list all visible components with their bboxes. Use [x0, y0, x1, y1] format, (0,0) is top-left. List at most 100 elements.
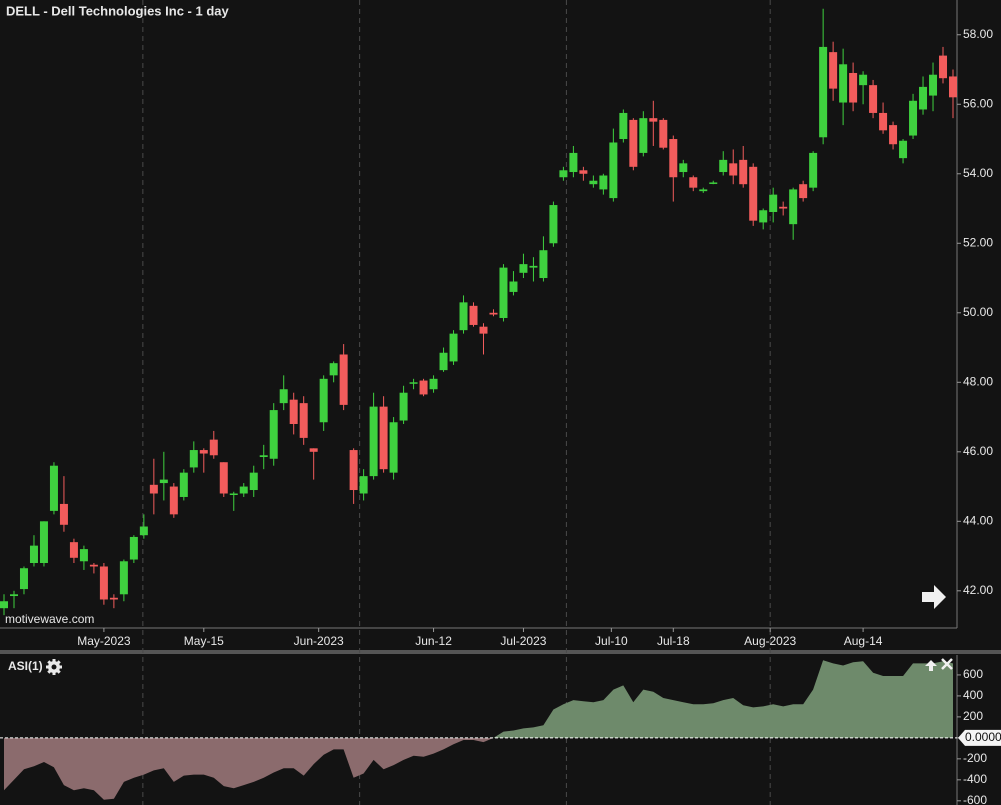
zero-label-box: [958, 729, 1001, 746]
candle-body: [99, 566, 108, 600]
close-icon[interactable]: [941, 658, 953, 670]
chart-title: DELL - Dell Technologies Inc - 1 day: [6, 3, 229, 18]
candle-body: [409, 382, 418, 384]
candle-body: [149, 484, 158, 494]
candle-body: [109, 597, 118, 600]
y-tick-label: 54.00: [963, 166, 993, 180]
candle-body: [39, 521, 48, 564]
y-tick-label: 400: [963, 688, 983, 702]
candle-body: [29, 545, 38, 564]
candle-body: [839, 64, 848, 103]
candle-body: [319, 378, 328, 423]
candle-body: [759, 210, 768, 223]
y-tick-label: 58.00: [963, 27, 993, 41]
y-tick-label: -200: [963, 751, 987, 765]
candle-body: [939, 55, 948, 79]
candle-body: [179, 472, 188, 497]
move-up-icon[interactable]: [925, 660, 937, 671]
candle-body: [789, 189, 798, 225]
candle-body: [829, 52, 838, 89]
candle-body: [59, 503, 68, 525]
candle-body: [869, 85, 878, 113]
candle-body: [879, 112, 888, 131]
candle-body: [139, 526, 148, 536]
candle-body: [779, 206, 788, 209]
candle-body: [579, 170, 588, 174]
candle-body: [69, 542, 78, 558]
y-tick-label: 46.00: [963, 444, 993, 458]
x-tick-label: May-15: [184, 634, 224, 648]
candle-body: [559, 170, 568, 178]
y-tick-label: 42.00: [963, 583, 993, 597]
candle-body: [529, 265, 538, 268]
candle-body: [229, 493, 238, 496]
candle-body: [299, 403, 308, 438]
candle-body: [239, 486, 248, 494]
candle-body: [349, 450, 358, 491]
indicator-title: ASI(1): [8, 659, 43, 673]
candle-body: [519, 264, 528, 273]
candle-body: [919, 86, 928, 110]
panel-separator: [0, 650, 1001, 654]
candle-body: [0, 601, 8, 609]
candle-body: [809, 152, 818, 188]
x-tick-label: Aug-2023: [744, 634, 796, 648]
candle-body: [589, 180, 598, 185]
x-tick-label: Jun-2023: [294, 634, 344, 648]
candle-body: [329, 363, 338, 376]
candle-body: [859, 74, 868, 86]
candle-body: [359, 476, 368, 494]
candle-body: [629, 119, 638, 167]
y-tick-label: -600: [963, 793, 987, 805]
candle-body: [169, 486, 178, 515]
candle-body: [129, 536, 138, 560]
candle-body: [419, 380, 428, 395]
candle-body: [539, 250, 548, 279]
candle-body: [429, 378, 438, 390]
candle-body: [689, 177, 698, 188]
x-tick-label: Jun-12: [415, 634, 452, 648]
candle-body: [249, 472, 258, 491]
candle-body: [389, 422, 398, 473]
scroll-right-arrow[interactable]: [922, 585, 946, 609]
candle-body: [79, 549, 88, 562]
settings-icon[interactable]: [46, 659, 62, 675]
candle-body: [799, 184, 808, 199]
candle-body: [9, 594, 18, 597]
candle-body: [889, 125, 898, 145]
watermark: motivewave.com: [5, 612, 94, 626]
y-tick-label: 600: [963, 667, 983, 681]
y-tick-label: -400: [963, 772, 987, 786]
x-tick-label: Aug-14: [844, 634, 883, 648]
candle-body: [509, 281, 518, 292]
candle-body: [659, 119, 668, 148]
candle-body: [399, 392, 408, 421]
candle-body: [339, 354, 348, 405]
candle-body: [19, 568, 28, 590]
candle-body: [119, 561, 128, 595]
y-tick-label: 50.00: [963, 305, 993, 319]
candle-body: [159, 479, 168, 484]
candle-body: [929, 74, 938, 96]
candle-body: [369, 406, 378, 477]
candle-body: [729, 163, 738, 176]
candle-body: [469, 305, 478, 325]
candle-body: [599, 175, 608, 190]
x-tick-label: Jul-10: [595, 634, 628, 648]
candle-body: [489, 312, 498, 315]
candle-body: [669, 139, 678, 178]
candle-body: [199, 450, 208, 454]
y-tick-label: 48.00: [963, 374, 993, 388]
candle-body: [769, 194, 778, 212]
candle-body: [269, 410, 278, 459]
candle-body: [49, 465, 58, 511]
candle-body: [189, 450, 198, 468]
candle-body: [479, 326, 488, 334]
candle-body: [709, 182, 718, 184]
candle-body: [639, 118, 648, 153]
candle-body: [289, 399, 298, 424]
candle-body: [699, 189, 708, 192]
y-tick-label: 0.0000: [965, 730, 1001, 744]
